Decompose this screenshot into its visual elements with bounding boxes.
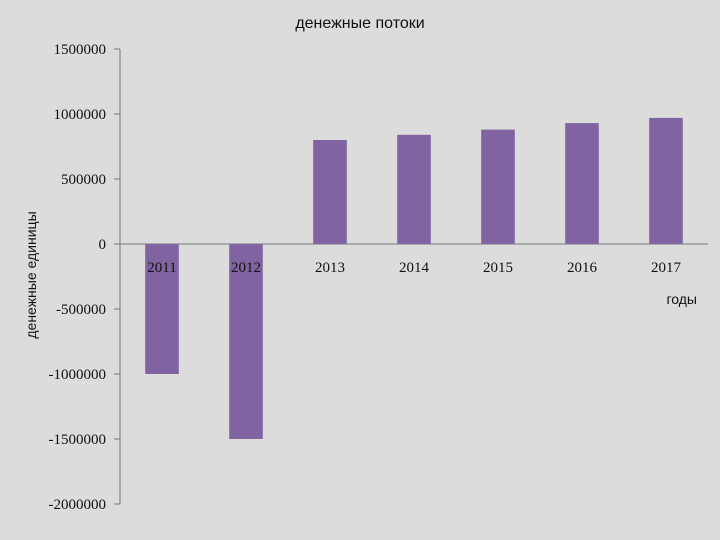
x-tick-label: 2016: [567, 260, 598, 276]
bar-2014: [397, 134, 431, 244]
bar-2012: [229, 244, 263, 439]
y-tick-label: -1500000: [49, 432, 107, 448]
x-tick-label: 2014: [399, 260, 430, 276]
x-tick-label: 2012: [231, 260, 261, 276]
x-tick-label: 2013: [315, 260, 345, 276]
y-tick-label: -500000: [56, 302, 106, 318]
bar-2017: [649, 117, 683, 244]
x-tick-label: 2017: [651, 260, 682, 276]
bar-2011: [145, 244, 179, 374]
y-tick-label: -2000000: [49, 497, 107, 513]
bar-2016: [565, 123, 599, 244]
x-axis-label: годы: [666, 291, 697, 307]
x-ticks: 2011 2012 2013 2014 2015 2016 2017: [147, 260, 681, 276]
y-tick-label: 1500000: [54, 42, 107, 58]
chart-title: денежные потоки: [295, 15, 424, 32]
x-tick-label: 2015: [483, 260, 513, 276]
bar-2015: [481, 129, 515, 244]
y-tick-label: 0: [99, 237, 107, 253]
y-tick-label: -1000000: [49, 367, 107, 383]
y-tick-label: 500000: [61, 172, 106, 188]
y-ticks: 1500000 1000000 500000 0 -500000 -1000000 -150…: [49, 42, 120, 513]
x-tick-label: 2011: [147, 260, 176, 276]
y-axis-label: денежные единицы: [23, 211, 39, 338]
bars: [145, 117, 683, 439]
axes: [119, 49, 708, 504]
bar-2013: [313, 140, 347, 244]
y-tick-label: 1000000: [54, 107, 107, 123]
